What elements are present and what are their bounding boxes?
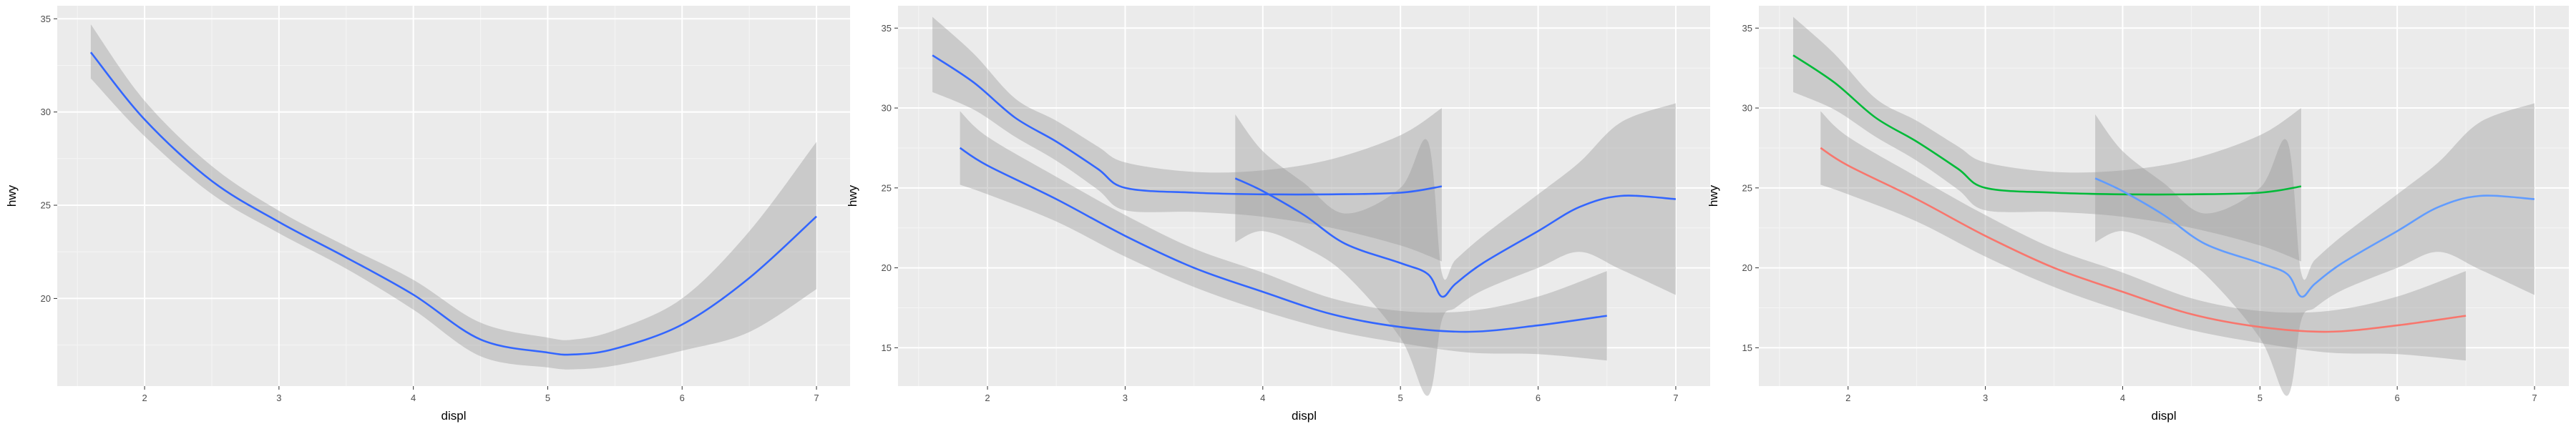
x-tick-label: 2 — [1845, 393, 1850, 403]
y-tick-label: 25 — [1742, 182, 1752, 193]
smooth-line-1 — [932, 54, 1443, 196]
smooth-line-1 — [1792, 54, 2302, 196]
y-tick-label: 35 — [882, 23, 892, 34]
smooth-line-3 — [1234, 177, 1676, 298]
x-tick-label: 7 — [1673, 393, 1678, 403]
x-tick-label: 7 — [2532, 393, 2537, 403]
x-tick-label: 6 — [1536, 393, 1541, 403]
x-axis-title: displ — [441, 409, 467, 423]
y-tick-label: 15 — [882, 342, 892, 353]
y-tick-label: 25 — [41, 200, 51, 211]
x-tick-label: 6 — [680, 393, 685, 403]
smooth-line-1 — [89, 51, 817, 356]
y-axis-title: hwy — [846, 184, 859, 207]
x-tick-label: 4 — [2120, 393, 2125, 403]
smooth-line-3 — [2094, 177, 2535, 298]
x-tick-label: 3 — [1123, 393, 1128, 403]
panel-2: 2 3 4 5 6 7 15 20 25 30 35 displ hwy — [846, 6, 1710, 423]
y-tick-label: 30 — [882, 103, 892, 114]
panel-background — [898, 6, 1710, 386]
x-tick-label: 4 — [411, 393, 416, 403]
confidence-ribbon-2 — [1820, 111, 2467, 361]
x-tick-label: 7 — [814, 393, 819, 403]
x-tick-label: 3 — [1983, 393, 1988, 403]
panel-1: 2 3 4 5 6 7 20 25 30 35 displ hwy — [5, 6, 850, 423]
smooth-line-2 — [959, 147, 1607, 333]
y-tick-label: 35 — [1742, 23, 1752, 34]
panel-background — [1759, 6, 2569, 386]
panel-3: 2 3 4 5 6 7 15 20 25 30 35 displ hwy — [1707, 6, 2569, 423]
y-tick-label: 20 — [882, 262, 892, 273]
x-tick-label: 6 — [2395, 393, 2400, 403]
x-axis-title: displ — [2152, 409, 2177, 423]
smooth-line-2 — [1820, 147, 2467, 333]
x-tick-label: 5 — [2258, 393, 2263, 403]
x-tick-label: 4 — [1260, 393, 1265, 403]
y-tick-label: 15 — [1742, 342, 1752, 353]
y-axis-title: hwy — [5, 184, 19, 207]
y-tick-label: 30 — [41, 107, 51, 117]
x-tick-label: 3 — [276, 393, 281, 403]
y-tick-label: 35 — [41, 14, 51, 24]
y-tick-label: 20 — [41, 293, 51, 304]
y-tick-label: 20 — [1742, 262, 1752, 273]
x-axis-title: displ — [1292, 409, 1317, 423]
x-tick-label: 5 — [1398, 393, 1403, 403]
confidence-ribbon-3 — [2095, 103, 2534, 396]
confidence-ribbon-2 — [960, 111, 1607, 361]
confidence-ribbon-1 — [1793, 16, 2301, 262]
confidence-ribbon-3 — [1235, 103, 1676, 396]
y-axis-title: hwy — [1707, 184, 1720, 207]
x-tick-label: 2 — [142, 393, 147, 403]
x-tick-label: 5 — [545, 393, 550, 403]
y-tick-label: 25 — [882, 182, 892, 193]
y-tick-label: 30 — [1742, 103, 1752, 114]
x-tick-label: 2 — [985, 393, 990, 403]
confidence-ribbon-1 — [932, 16, 1442, 262]
